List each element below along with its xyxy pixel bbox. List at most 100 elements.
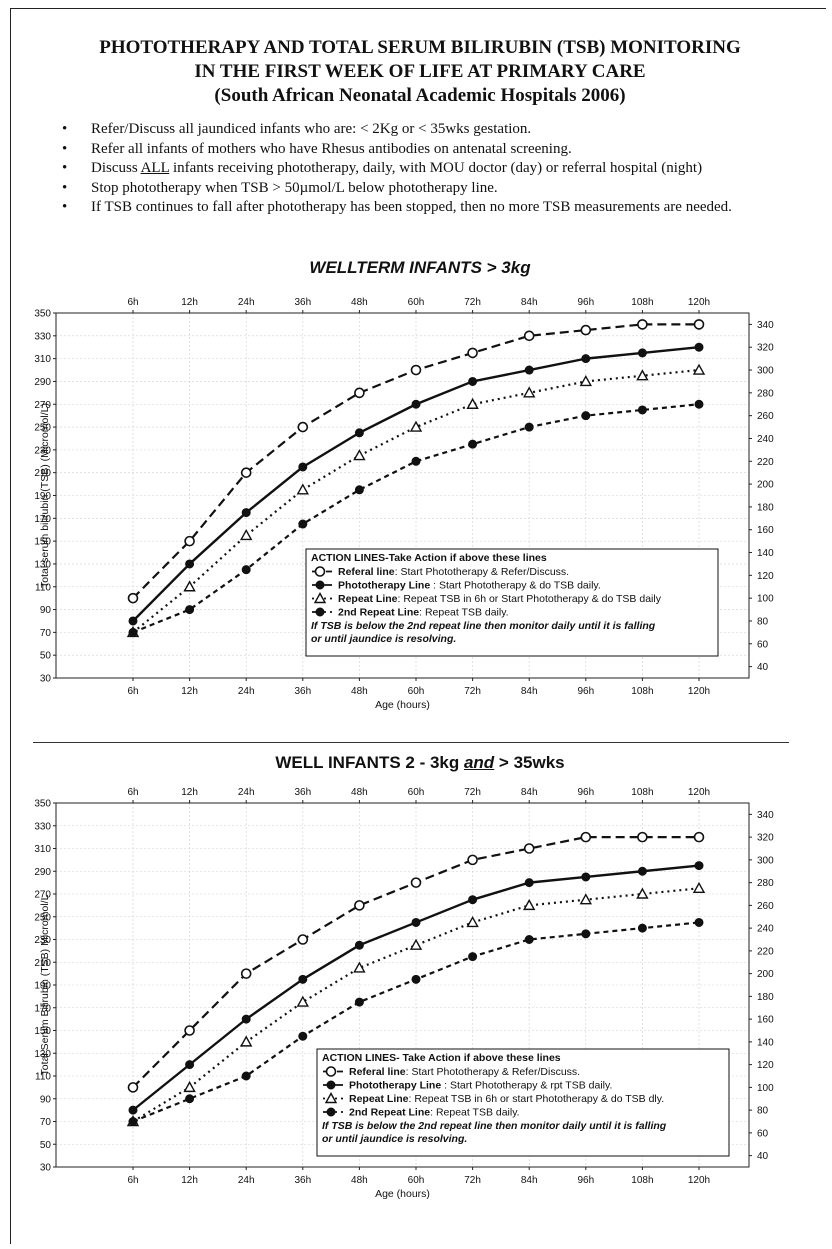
x-tick-label-bottom: 72h (464, 686, 481, 697)
y-tick-label-right: 280 (757, 388, 774, 399)
data-point-filled-circle (185, 559, 195, 569)
x-tick-label-bottom: 6h (127, 1175, 138, 1186)
y-tick-label-right: 160 (757, 1015, 774, 1026)
data-point-open-triangle (579, 374, 592, 387)
data-point-open-triangle (353, 449, 366, 461)
x-tick-label-bottom: 24h (238, 1175, 255, 1186)
data-point-filled-circle (185, 605, 195, 615)
legend-item-desc: : Repeat TSB daily. (419, 607, 509, 619)
x-axis-label: Age (hours) (375, 699, 430, 711)
x-axis-label: Age (hours) (375, 1188, 430, 1200)
data-point-open-circle (127, 592, 139, 604)
y-tick-label-right: 260 (757, 901, 774, 912)
data-point-filled-circle (185, 1060, 195, 1070)
y-tick-label-left: 330 (34, 821, 51, 832)
data-point-open-circle (297, 934, 309, 945)
x-tick-label-bottom: 84h (521, 686, 538, 697)
data-point-open-circle (184, 1025, 195, 1036)
y-tick-label-left: 70 (40, 1117, 52, 1128)
data-point-filled-circle (524, 365, 534, 375)
y-tick-label-left: 250 (34, 912, 51, 923)
y-tick-label-right: 280 (757, 878, 774, 889)
y-tick-label-left: 90 (40, 605, 52, 616)
y-axis-label: Total serum bilirubin (TSB) (Micromol/L) (39, 403, 51, 588)
data-point-filled-circle (298, 974, 308, 984)
y-tick-label-left: 190 (34, 491, 51, 502)
y-tick-label-left: 210 (34, 468, 51, 479)
legend-item-text: Repeat Line: Repeat TSB in 6h or start P… (349, 1093, 664, 1105)
y-tick-label-right: 140 (757, 548, 774, 559)
guideline-bullets: • Refer/Discuss all jaundiced infants who… (58, 120, 798, 218)
y-tick-label-right: 180 (757, 502, 774, 513)
bullet-text-post: infants receiving phototherapy, daily, w… (169, 160, 703, 176)
y-tick-label-left: 130 (34, 1049, 51, 1060)
y-tick-label-right: 180 (757, 992, 774, 1003)
data-point-filled-circle (298, 1031, 308, 1041)
data-point-filled-circle (241, 1071, 251, 1081)
x-tick-label-top: 6h (127, 787, 138, 798)
legend-header: ACTION LINES-Take Action if above these … (311, 552, 547, 564)
data-point-filled-circle (354, 485, 364, 495)
legend-item-text: Referal line: Start Phototherapy & Refer… (338, 566, 569, 578)
data-point-filled-circle (128, 616, 138, 626)
x-tick-label-top: 6h (127, 297, 138, 308)
data-point-open-circle (580, 324, 592, 336)
x-tick-label-top: 96h (577, 297, 594, 308)
data-point-open-triangle (692, 881, 706, 894)
bullet-symbol: • (62, 140, 68, 157)
y-tick-label-right: 220 (757, 457, 774, 468)
data-point-open-circle (693, 319, 705, 330)
doc-title-line-2: IN THE FIRST WEEK OF LIFE AT PRIMARY CAR… (194, 61, 646, 82)
data-point-open-circle (467, 854, 478, 866)
x-tick-label-top: 72h (464, 787, 481, 798)
y-tick-label-left: 150 (34, 537, 51, 548)
doc-title-line-1: PHOTOTHERAPY AND TOTAL SERUM BILIRUBIN (… (99, 37, 741, 58)
data-point-open-triangle (523, 386, 536, 398)
legend-item-desc: : Start Phototherapy & do TSB daily. (430, 580, 601, 592)
legend-item-text: Phototherapy Line : Start Phototherapy &… (349, 1080, 612, 1092)
bullet-item: • Discuss ALL infants receiving photother… (58, 159, 798, 179)
bullet-symbol: • (62, 199, 68, 215)
data-point-filled-circle (581, 872, 591, 882)
y-tick-label-left: 30 (40, 1163, 52, 1174)
legend-item-desc: : Start Phototherapy & rpt TSB daily. (441, 1080, 612, 1092)
y-tick-label-left: 230 (34, 445, 51, 456)
data-point-open-triangle (324, 1092, 338, 1104)
x-tick-label-top: 24h (238, 297, 255, 308)
bullet-symbol: • (62, 121, 68, 137)
x-tick-label-bottom: 96h (577, 686, 594, 697)
y-tick-label-left: 50 (40, 651, 52, 662)
legend-item-label: Phototherapy Line (338, 580, 430, 592)
data-point-open-circle (637, 831, 648, 843)
data-point-open-circle (637, 319, 648, 330)
data-point-filled-circle (241, 565, 251, 575)
legend-item-text: 2nd Repeat Line: Repeat TSB daily. (349, 1107, 520, 1119)
y-tick-label-right: 300 (757, 366, 774, 377)
y-tick-label-right: 340 (757, 810, 774, 821)
legend-item-desc: : Start Phototherapy & Refer/Discuss. (406, 1066, 581, 1078)
chart-2-title-underlined: and (463, 753, 495, 772)
data-point-filled-circle (411, 917, 421, 927)
x-tick-label-top: 36h (294, 787, 311, 798)
chart-2-svg: 30 50 70 90 110 130 150 170 190 210 230 250 270 290 31… (34, 787, 774, 1200)
y-tick-label-right: 120 (757, 1060, 774, 1071)
bullet-text-underlined: ALL (140, 160, 170, 176)
data-point-filled-circle (354, 940, 364, 950)
data-point-open-circle (354, 387, 365, 399)
x-tick-label-bottom: 12h (181, 686, 198, 697)
data-point-open-triangle (240, 1035, 253, 1047)
legend-item-text: 2nd Repeat Line: Repeat TSB daily. (338, 607, 509, 619)
data-point-filled-circle (241, 508, 251, 518)
data-point-filled-circle (468, 376, 478, 386)
data-point-filled-circle (694, 399, 704, 409)
data-point-filled-circle (637, 348, 647, 358)
x-tick-label-top: 96h (577, 787, 594, 798)
y-tick-label-left: 250 (34, 423, 51, 434)
data-point-open-circle (184, 535, 195, 547)
bullet-text: Stop phototherapy when TSB > 50µmol/L be… (91, 179, 498, 196)
data-point-filled-circle (411, 456, 421, 466)
y-tick-label-left: 30 (40, 674, 52, 685)
data-point-filled-circle (694, 342, 704, 352)
data-point-filled-circle (298, 519, 308, 529)
y-tick-label-right: 80 (757, 616, 769, 627)
